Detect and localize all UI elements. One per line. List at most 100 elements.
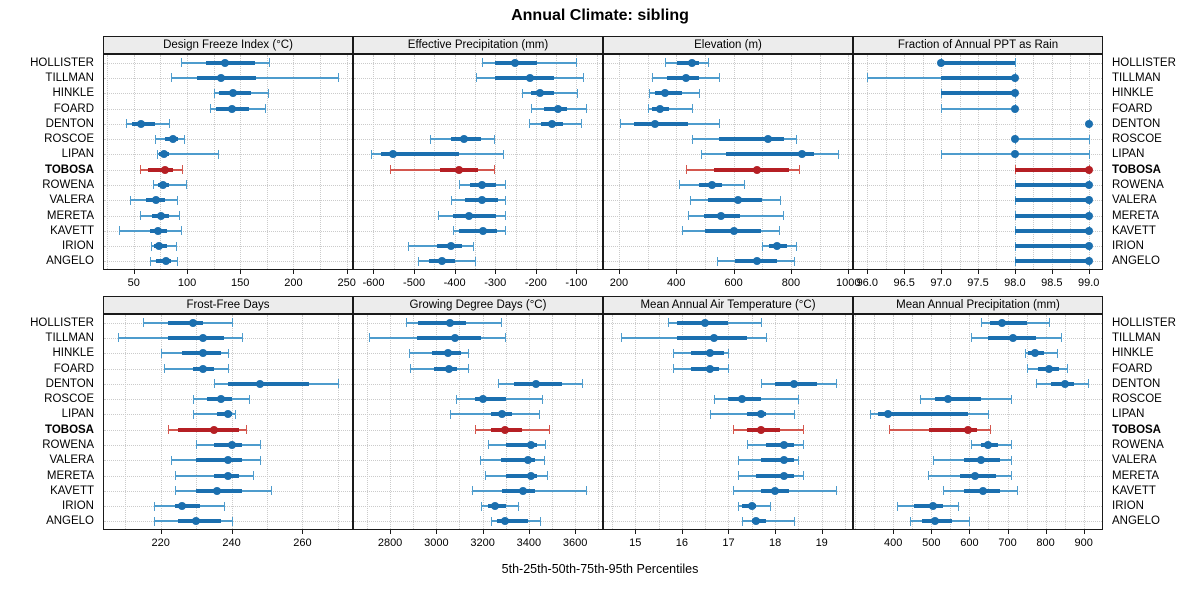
x-tick (676, 270, 678, 274)
whisker-cap (406, 318, 408, 328)
site-label-right-foard: FOARD (1112, 362, 1153, 375)
panel-strip: Elevation (m) (603, 36, 853, 54)
whisker-cap (521, 88, 523, 98)
x-gridline (302, 315, 304, 529)
median-dot (224, 471, 232, 480)
site-label-right-roscoe: ROSCOE (1112, 393, 1162, 406)
x-gridline (366, 315, 368, 529)
whisker-cap (213, 379, 215, 389)
x-tick (635, 530, 637, 534)
whisker-cap (1011, 471, 1013, 480)
whisker-cap (838, 149, 840, 159)
median-dot (978, 486, 987, 495)
median-dot (1031, 349, 1040, 358)
site-label-right-angelo: ANGELO (1112, 515, 1160, 528)
panel-plot (603, 314, 853, 530)
x-tick (390, 530, 392, 534)
x-tick-label: 150 (231, 277, 250, 289)
median-dot (1084, 165, 1093, 174)
row-gridline (854, 506, 1102, 508)
site-label-left-foard: FOARD (53, 102, 94, 115)
row-gridline (604, 123, 852, 125)
iqr-bar (878, 412, 968, 417)
panel-title: Mean Annual Air Temperature (°C) (640, 299, 816, 311)
x-tick-label: 800 (1036, 537, 1055, 549)
site-label-right-kavett: KAVETT (1112, 484, 1156, 497)
iqr-bar (935, 397, 981, 402)
iqr-bar (505, 442, 537, 447)
row-gridline (854, 322, 1102, 324)
x-tick (867, 270, 869, 274)
x-gridline (790, 55, 792, 269)
whisker-cap (714, 394, 716, 404)
whisker-cap (245, 425, 247, 435)
x-tick-label: 250 (337, 277, 356, 289)
whisker-cap (235, 409, 237, 419)
site-label-left-angelo: ANGELO (46, 515, 94, 528)
whisker-cap (620, 119, 622, 129)
whisker-cap (259, 440, 261, 450)
median-dot (1010, 135, 1019, 144)
whisker-cap (140, 211, 142, 220)
whisker-cap (582, 73, 584, 83)
whisker-cap (181, 165, 183, 175)
x-gridline (885, 55, 887, 269)
median-dot (929, 502, 938, 511)
whisker-cap (129, 195, 131, 205)
row-gridline (854, 353, 1102, 355)
whisker-cap (870, 409, 872, 419)
whisker-cap (1057, 348, 1059, 358)
whisker-cap (765, 333, 767, 343)
whisker-cap (160, 348, 162, 358)
median-dot (510, 58, 519, 67)
x-gridline (231, 315, 233, 529)
x-tick-label: 16 (675, 537, 688, 549)
iqr-bar (941, 91, 1015, 96)
median-dot (773, 242, 782, 251)
median-dot (1044, 364, 1053, 373)
panel-strip: Fraction of Annual PPT as Rain (853, 36, 1103, 54)
whisker-cap (242, 333, 244, 343)
x-tick (1045, 530, 1047, 534)
row-gridline (354, 246, 602, 248)
x-gridline (874, 315, 876, 529)
iqr-bar (495, 75, 555, 80)
panel-plot (103, 54, 353, 270)
whisker-cap (647, 104, 649, 113)
x-gridline (346, 55, 348, 269)
median-dot (701, 318, 710, 327)
whisker-cap (164, 364, 166, 373)
whisker-cap (835, 379, 837, 389)
whisker-cap (941, 149, 943, 159)
x-tick-label: 240 (222, 537, 241, 549)
site-label-right-valera: VALERA (1112, 454, 1157, 467)
median-dot (963, 425, 972, 434)
whisker-cap (835, 486, 837, 496)
median-dot (705, 349, 714, 358)
x-tick-label: 15 (629, 537, 642, 549)
x-tick-label: 1000 (836, 277, 861, 289)
whisker-cap (971, 333, 973, 343)
x-gridline (848, 55, 850, 269)
whisker-cap (762, 241, 764, 251)
iqr-bar (416, 335, 482, 340)
median-dot (738, 395, 747, 404)
x-gridline (160, 315, 162, 529)
whisker-cap (1087, 379, 1089, 389)
x-tick-label: -500 (403, 277, 426, 289)
iqr-bar (458, 228, 498, 233)
whisker-cap (969, 516, 971, 526)
median-dot (535, 89, 544, 98)
whisker-cap (582, 379, 584, 389)
median-dot (1084, 242, 1093, 251)
iqr-bar (178, 427, 239, 432)
whisker-cap (577, 88, 579, 98)
row-gridline (854, 246, 1102, 248)
median-dot (158, 180, 167, 189)
whisker-cap (798, 165, 800, 175)
x-tick (969, 530, 971, 534)
x-gridline (125, 315, 127, 529)
whisker-cap (494, 165, 496, 175)
whisker-cap (270, 486, 272, 496)
whisker-cap (450, 409, 452, 419)
